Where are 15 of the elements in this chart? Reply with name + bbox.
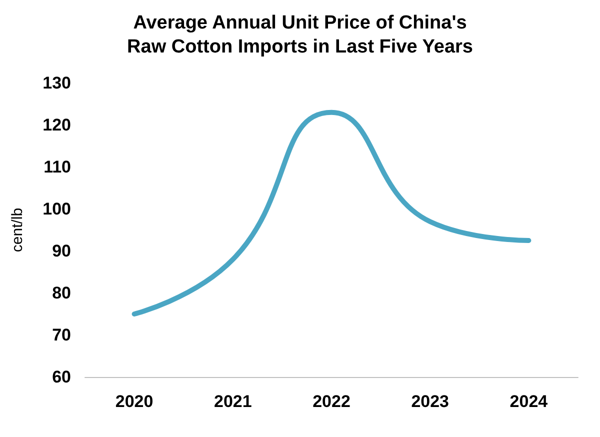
y-tick-label: 120 — [42, 116, 71, 134]
x-tick-label: 2022 — [312, 392, 350, 411]
y-tick-label: 60 — [52, 368, 71, 386]
y-tick-label: 70 — [52, 326, 71, 344]
x-tick-label: 2023 — [411, 392, 450, 411]
y-tick-label: 80 — [52, 284, 71, 302]
chart-title: Average Annual Unit Price of China's Raw Cotton Imports in Last Five Years — [127, 12, 473, 58]
y-tick-label: 100 — [42, 200, 71, 218]
x-tick-label: 2021 — [214, 392, 252, 411]
x-tick-label: 2024 — [510, 392, 548, 411]
y-tick-label: 130 — [42, 74, 71, 92]
y-tick-label: 90 — [52, 242, 71, 260]
y-axis-title: cent/lb — [9, 208, 26, 252]
x-tick-label: 2020 — [115, 392, 154, 411]
y-tick-label: 110 — [44, 158, 71, 176]
